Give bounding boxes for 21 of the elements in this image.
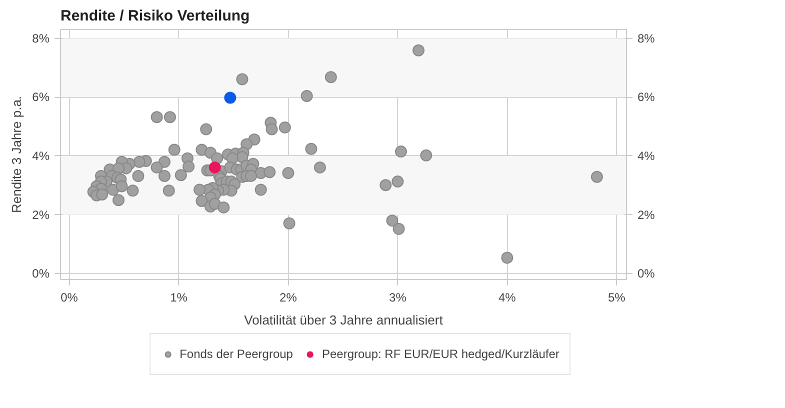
x-tick-label: 5% <box>608 290 626 304</box>
y-axis-title: Rendite 3 Jahre p.a. <box>9 96 24 214</box>
y2-tick-label: 0% <box>638 266 656 281</box>
x-tick-label: 0% <box>60 290 78 304</box>
y-tick-label: 0% <box>32 266 50 281</box>
y2-tick-label: 2% <box>638 208 656 222</box>
x-tick-label: 1% <box>170 290 188 304</box>
y-tick-label: 6% <box>32 90 50 104</box>
y-tick-label: 2% <box>32 208 50 222</box>
chart-title: Rendite / Risiko Verteilung <box>60 8 250 24</box>
x-axis-title: Volatilität über 3 Jahre annualisiert <box>244 312 444 328</box>
y2-tick-label: 6% <box>638 90 656 104</box>
y2-tick-label: 4% <box>638 148 656 163</box>
y-tick-label: 8% <box>32 31 50 46</box>
legend-label: Fonds der Peergroup <box>180 347 293 361</box>
x-tick-label: 2% <box>280 290 298 304</box>
y-tick-label: 4% <box>32 148 50 163</box>
y2-tick-label: 8% <box>638 31 656 46</box>
x-tick-label: 3% <box>389 290 407 304</box>
x-tick-label: 4% <box>498 290 516 304</box>
legend-label: Peergroup: RF EUR/EUR hedged/Kurzläufer <box>322 347 560 361</box>
